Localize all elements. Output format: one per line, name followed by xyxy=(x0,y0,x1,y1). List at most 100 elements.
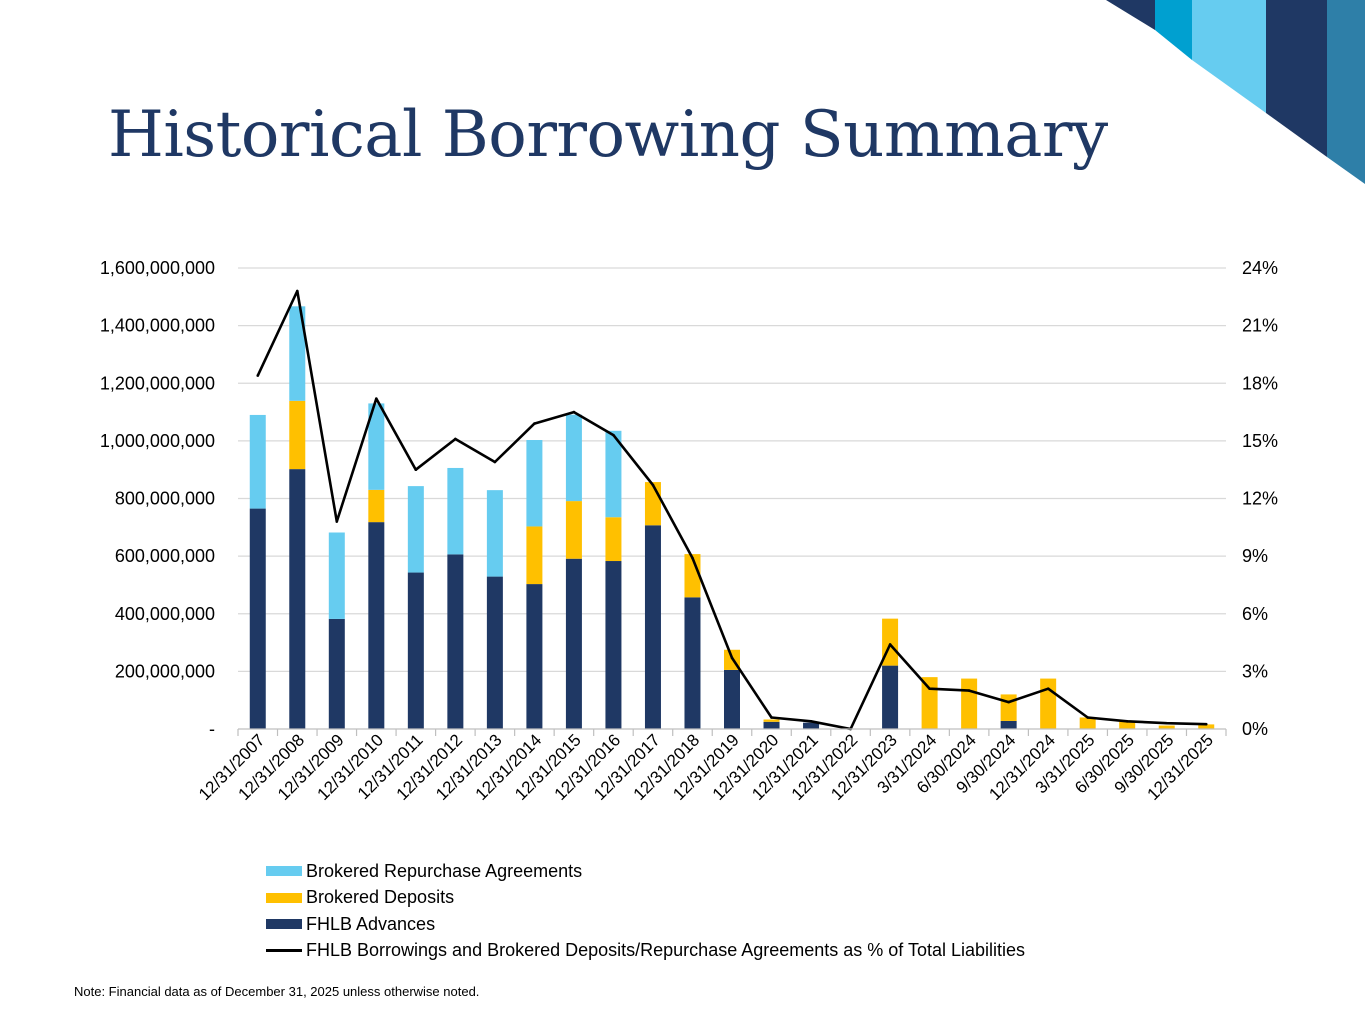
percent-line-point xyxy=(928,687,931,690)
legend-item-repurchase: Brokered Repurchase Agreements xyxy=(266,858,1025,885)
percent-line-point xyxy=(454,437,457,441)
gridlines xyxy=(238,267,1226,672)
y-right-tick-label: 9% xyxy=(1242,546,1268,566)
borrowing-chart: - 200,000,000 400,000,000 600,000,000 800,00… xyxy=(100,258,1278,804)
bars xyxy=(249,306,1215,729)
bar-fhlb xyxy=(644,525,661,729)
bar-deposits xyxy=(1119,721,1136,729)
legend-swatch-line xyxy=(266,949,302,953)
percent-line-point xyxy=(295,289,299,293)
legend-item-fhlb: FHLB Advances xyxy=(266,911,1025,938)
percent-line-point xyxy=(1046,687,1050,690)
y-left-tick-label: - xyxy=(209,719,215,739)
bar-fhlb xyxy=(368,522,385,729)
bar-deposits xyxy=(289,400,306,470)
percent-line-point xyxy=(493,460,497,464)
y-left-tick-label: 400,000,000 xyxy=(115,604,215,624)
bar-deposits xyxy=(961,678,978,729)
percent-line-point xyxy=(691,556,694,560)
deco-band-dark-1 xyxy=(1106,0,1155,30)
bar-repurchase xyxy=(447,467,464,555)
legend-swatch-deposits xyxy=(266,892,302,903)
y-right-tick-label: 15% xyxy=(1242,431,1278,451)
percent-line-point xyxy=(572,410,576,414)
y-left-tick-label: 1,200,000,000 xyxy=(100,373,215,393)
left-axis-ticks: - 200,000,000 400,000,000 600,000,000 800,00… xyxy=(100,258,215,739)
bar-fhlb xyxy=(605,561,622,729)
percent-line-point xyxy=(414,468,418,471)
y-left-tick-label: 600,000,000 xyxy=(115,546,215,566)
x-axis: 12/31/200712/31/200812/31/200912/31/2010… xyxy=(195,728,1227,804)
percent-line-point xyxy=(256,374,260,377)
legend: Brokered Repurchase Agreements Brokered … xyxy=(266,858,1025,964)
bar-fhlb xyxy=(526,584,543,729)
percent-line-point xyxy=(375,397,378,400)
bar-deposits xyxy=(644,482,661,526)
bar-deposits xyxy=(1198,724,1215,729)
legend-label-fhlb: FHLB Advances xyxy=(306,913,436,934)
percent-line-point xyxy=(967,689,971,692)
bar-repurchase xyxy=(249,414,266,509)
bar-fhlb xyxy=(882,665,899,729)
bar-fhlb xyxy=(684,597,701,729)
bar-repurchase xyxy=(368,403,385,490)
legend-label-deposits: Brokered Deposits xyxy=(306,887,455,908)
deco-band-dark-2 xyxy=(1266,0,1327,157)
y-right-tick-label: 21% xyxy=(1242,316,1278,336)
deco-band-steel xyxy=(1327,0,1365,184)
y-left-tick-label: 200,000,000 xyxy=(115,661,215,681)
bar-fhlb xyxy=(249,508,266,729)
percent-line-point xyxy=(1204,722,1208,726)
y-right-tick-label: 3% xyxy=(1242,661,1268,681)
bar-deposits xyxy=(1158,725,1175,729)
bar-repurchase xyxy=(565,414,582,502)
percent-line-point xyxy=(533,422,536,425)
percent-line-point xyxy=(1007,700,1010,704)
y-right-tick-label: 18% xyxy=(1242,373,1278,393)
bar-fhlb xyxy=(407,572,424,729)
bar-fhlb xyxy=(289,469,306,729)
bar-fhlb xyxy=(565,558,582,729)
legend-item-deposits: Brokered Deposits xyxy=(266,885,1025,912)
percent-line-point xyxy=(335,520,339,523)
bar-deposits xyxy=(1040,678,1057,729)
percent-line xyxy=(256,289,1208,731)
y-right-tick-label: 24% xyxy=(1242,258,1278,278)
page-title: Historical Borrowing Summary xyxy=(108,98,1108,172)
bar-deposits xyxy=(921,677,938,729)
bar-fhlb xyxy=(328,618,345,729)
percent-line-point xyxy=(1125,720,1129,723)
bar-fhlb xyxy=(763,721,780,729)
percent-line-point xyxy=(612,433,615,437)
bar-repurchase xyxy=(328,532,345,619)
deco-band-light xyxy=(1192,0,1266,113)
percent-line-point xyxy=(888,643,892,646)
y-left-tick-label: 1,000,000,000 xyxy=(100,431,215,451)
bar-deposits xyxy=(605,517,622,562)
deco-band-mid xyxy=(1155,0,1192,60)
bar-deposits xyxy=(1079,717,1096,729)
bar-deposits xyxy=(368,489,385,523)
right-axis-ticks: 0% 3% 6% 9% 12% 15% 18% 21% 24% xyxy=(1242,258,1278,739)
y-left-tick-label: 800,000,000 xyxy=(115,489,215,509)
bar-fhlb xyxy=(447,554,464,729)
corner-decoration xyxy=(1106,0,1365,184)
y-right-tick-label: 6% xyxy=(1242,604,1268,624)
y-left-tick-label: 1,600,000,000 xyxy=(100,258,215,278)
legend-swatch-fhlb xyxy=(266,919,302,930)
bar-repurchase xyxy=(526,440,543,527)
bar-repurchase xyxy=(289,306,306,401)
percent-line-point xyxy=(651,483,655,487)
legend-swatch-repurchase xyxy=(266,866,302,877)
bar-deposits xyxy=(565,501,582,559)
percent-line-point xyxy=(1086,716,1089,719)
bar-repurchase xyxy=(407,486,424,573)
percent-line-point xyxy=(770,716,773,719)
y-right-tick-label: 12% xyxy=(1242,489,1278,509)
legend-label-repurchase: Brokered Repurchase Agreements xyxy=(306,860,583,881)
percent-line-point xyxy=(1165,721,1169,725)
bar-deposits xyxy=(1000,694,1017,721)
percent-line-point xyxy=(809,720,813,723)
legend-item-percent-line: FHLB Borrowings and Brokered Deposits/Re… xyxy=(266,938,1025,965)
bar-fhlb xyxy=(1000,720,1017,729)
